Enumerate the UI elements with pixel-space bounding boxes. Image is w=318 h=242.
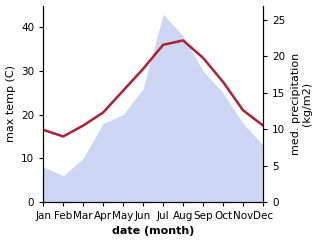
X-axis label: date (month): date (month) xyxy=(112,227,194,236)
Y-axis label: med. precipitation
(kg/m2): med. precipitation (kg/m2) xyxy=(291,53,313,155)
Y-axis label: max temp (C): max temp (C) xyxy=(5,65,16,142)
